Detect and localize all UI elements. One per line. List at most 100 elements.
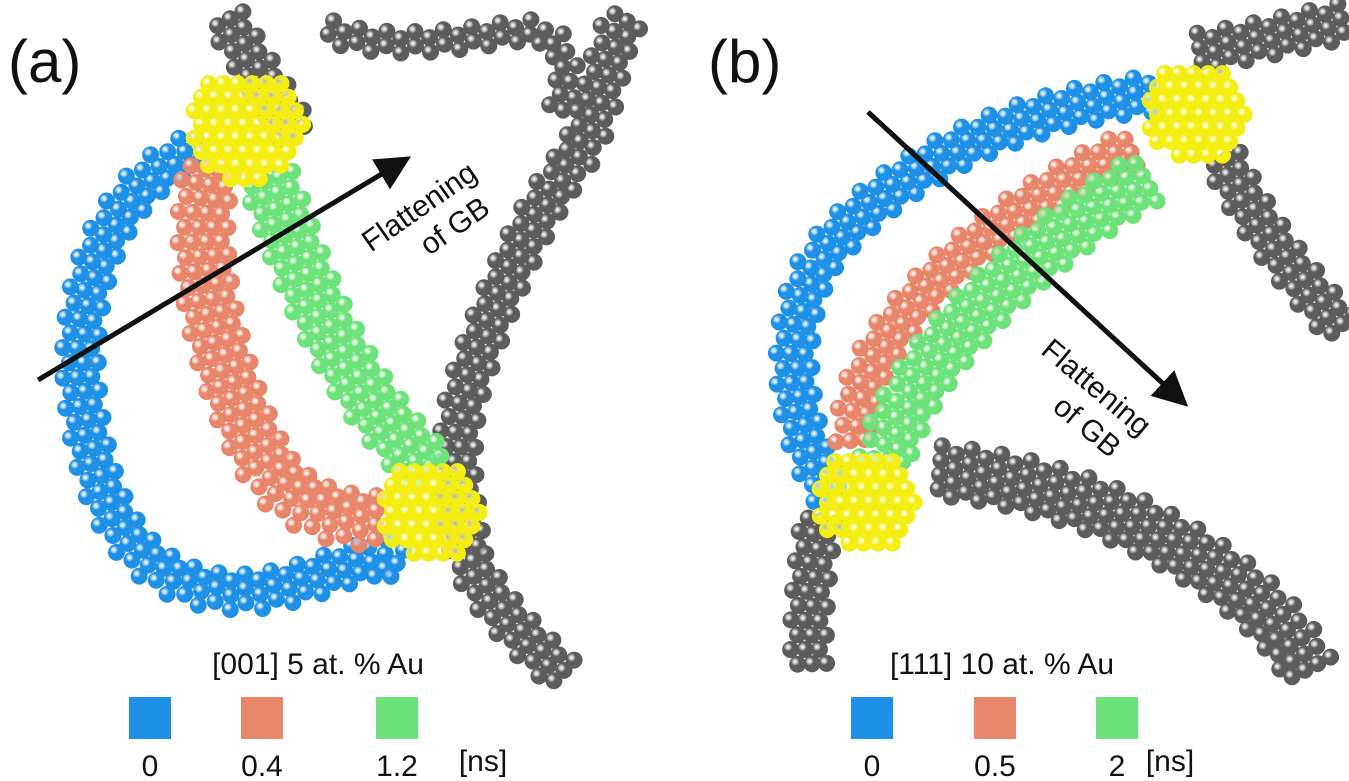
atom [326, 383, 344, 401]
atom [221, 422, 239, 440]
atom [1037, 87, 1055, 105]
atom [1151, 556, 1169, 574]
atom [196, 568, 214, 586]
atom [434, 463, 452, 481]
atom [493, 28, 511, 46]
atom [862, 466, 880, 484]
atom [782, 641, 800, 659]
atom [977, 449, 995, 467]
atom [1102, 531, 1120, 549]
atom [818, 654, 836, 672]
atom [478, 560, 495, 578]
atom [789, 359, 807, 377]
atom [98, 192, 115, 210]
atom [797, 373, 815, 391]
atom [469, 354, 487, 372]
atom [888, 392, 905, 410]
atom [855, 480, 873, 498]
atom [219, 330, 237, 348]
atom [789, 655, 807, 673]
atom [200, 102, 218, 120]
atom [818, 521, 836, 539]
atom [1166, 557, 1184, 575]
atom [787, 403, 805, 421]
atom [372, 423, 390, 441]
atom [1235, 38, 1252, 55]
atom [110, 200, 127, 218]
atom [311, 275, 329, 293]
atom [1308, 318, 1326, 336]
atom [901, 431, 919, 448]
atom [76, 281, 93, 299]
atom [272, 129, 290, 147]
atom [420, 463, 438, 481]
atom [478, 576, 496, 594]
atom [1199, 65, 1217, 83]
atom [54, 369, 72, 387]
atom [1206, 173, 1224, 191]
atom [189, 354, 207, 372]
atom [980, 106, 998, 124]
atom [780, 436, 798, 454]
atom [985, 488, 1003, 506]
atom [466, 322, 483, 340]
atom [804, 459, 822, 477]
atom [343, 408, 361, 426]
atom [321, 516, 339, 534]
atom [1140, 517, 1158, 535]
legend-label: 0.5 [974, 750, 1016, 781]
atom [350, 536, 368, 554]
atom [1246, 200, 1264, 218]
atom [1234, 208, 1252, 226]
atom [525, 253, 543, 271]
atom [833, 466, 851, 484]
atom [796, 345, 814, 363]
atom [489, 300, 507, 318]
atom [1095, 74, 1113, 91]
atom [352, 384, 370, 402]
atom [265, 143, 283, 161]
atom [272, 75, 290, 93]
atom [287, 254, 304, 272]
atom [116, 519, 134, 537]
atom [250, 571, 267, 589]
atom [545, 672, 563, 690]
atom [826, 480, 844, 498]
atom [90, 284, 108, 302]
atom [1221, 78, 1239, 96]
atom [568, 57, 586, 75]
atom [1262, 224, 1280, 242]
atom [525, 221, 543, 239]
atom [782, 611, 800, 629]
atom [1059, 484, 1077, 502]
atom [68, 458, 86, 476]
atom [349, 352, 367, 370]
atom [223, 389, 241, 407]
atom [335, 295, 353, 313]
atom [1071, 169, 1089, 187]
atom [552, 188, 570, 206]
atom [445, 361, 463, 379]
atom [1221, 105, 1239, 123]
atom [1192, 133, 1210, 151]
atom [405, 463, 423, 481]
atom [913, 405, 931, 423]
atom [412, 503, 430, 521]
atom [206, 191, 224, 208]
atom [876, 466, 894, 484]
atom [1085, 224, 1103, 242]
atom [384, 414, 401, 432]
atom [1047, 158, 1065, 176]
direction-arrow [36, 156, 412, 383]
atom [1134, 167, 1152, 185]
atom [815, 265, 833, 283]
atom [299, 491, 317, 509]
atom [286, 129, 304, 147]
atom [203, 350, 221, 368]
atom [607, 38, 625, 56]
atom [966, 222, 984, 240]
atom [191, 248, 209, 266]
atom [185, 263, 203, 281]
atom [791, 388, 809, 405]
atom [135, 201, 153, 219]
